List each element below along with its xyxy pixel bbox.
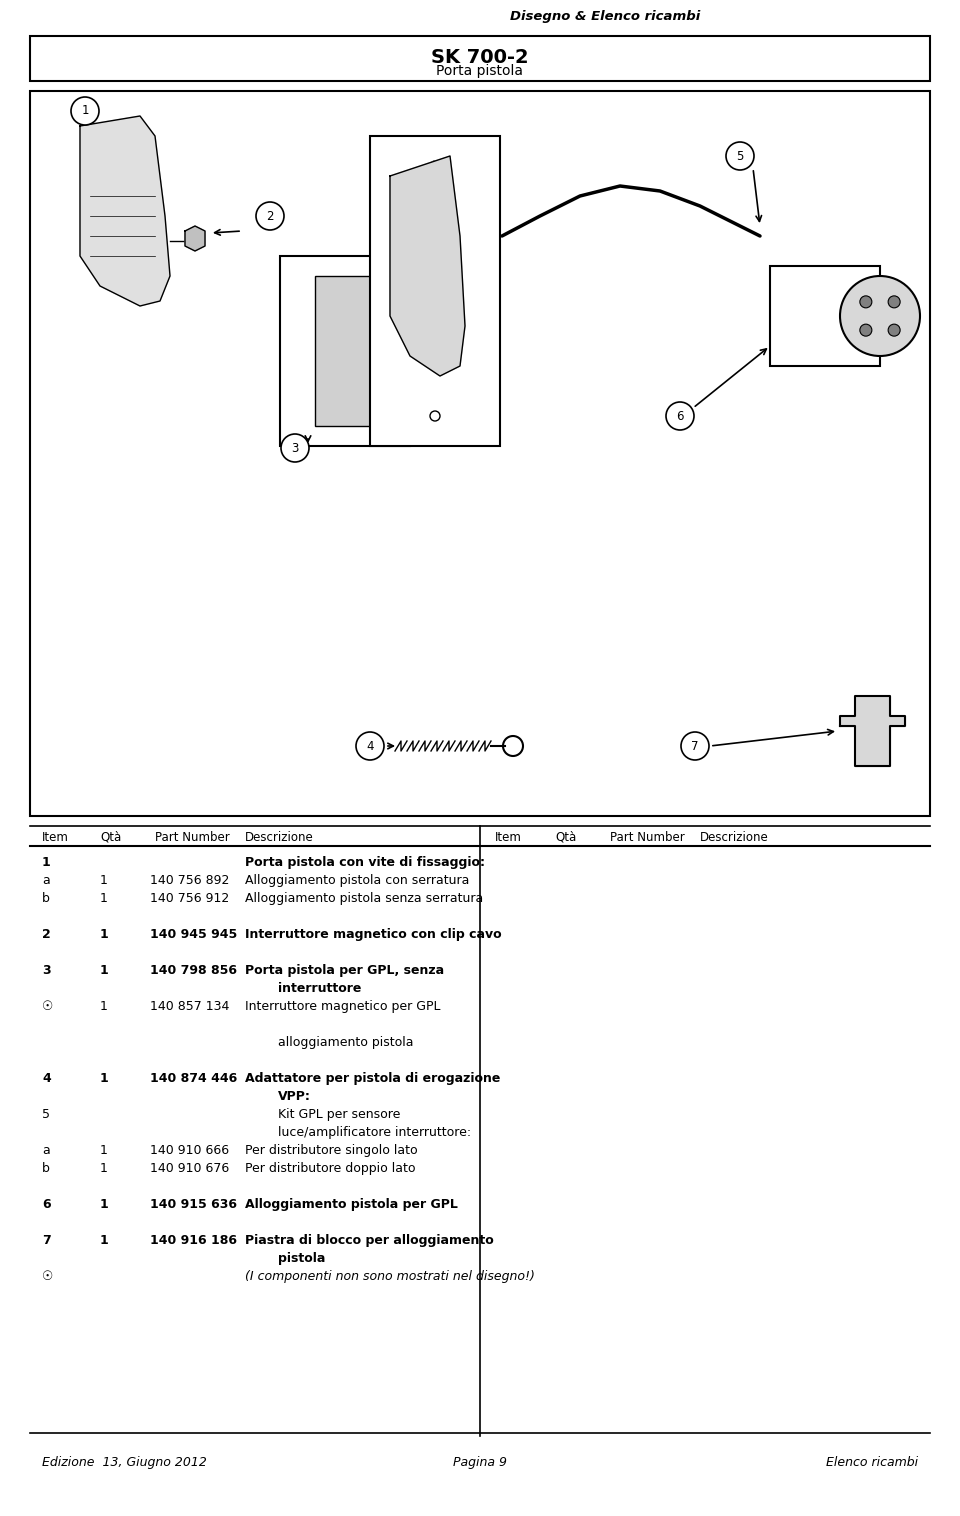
Text: 1: 1 (100, 1072, 108, 1085)
Text: ☉: ☉ (42, 1001, 53, 1013)
Text: Porta pistola con vite di fissaggio:: Porta pistola con vite di fissaggio: (245, 857, 485, 869)
Text: Qtà: Qtà (555, 831, 576, 844)
Bar (770, 265, 880, 365)
Polygon shape (390, 156, 465, 376)
Text: Interruttore magnetico con clip cavo: Interruttore magnetico con clip cavo (245, 928, 502, 941)
Text: 3: 3 (42, 964, 51, 976)
Text: 3: 3 (291, 441, 299, 455)
Text: 5: 5 (736, 150, 744, 162)
Circle shape (888, 296, 900, 308)
Text: 6: 6 (42, 1198, 51, 1211)
Text: 140 916 186: 140 916 186 (150, 1234, 237, 1248)
Text: Alloggiamento pistola per GPL: Alloggiamento pistola per GPL (245, 1198, 458, 1211)
Text: Qtà: Qtà (100, 831, 121, 844)
Text: SK 700-2: SK 700-2 (431, 49, 529, 67)
Text: Per distributore doppio lato: Per distributore doppio lato (245, 1161, 416, 1175)
Text: Edizione  13, Giugno 2012: Edizione 13, Giugno 2012 (42, 1455, 206, 1469)
Circle shape (860, 296, 872, 308)
Text: 1: 1 (100, 1198, 108, 1211)
Text: (I componenti non sono mostrati nel disegno!): (I componenti non sono mostrati nel dise… (245, 1270, 535, 1283)
Text: Piastra di blocco per alloggiamento: Piastra di blocco per alloggiamento (245, 1234, 493, 1248)
Text: b: b (42, 1161, 50, 1175)
Text: Per distributore singolo lato: Per distributore singolo lato (245, 1145, 418, 1157)
Text: 1: 1 (100, 1001, 108, 1013)
Text: 140 910 676: 140 910 676 (150, 1161, 229, 1175)
Text: interruttore: interruttore (278, 982, 361, 994)
Text: 1: 1 (100, 891, 108, 905)
Text: 1: 1 (100, 1145, 108, 1157)
Bar (315, 276, 375, 426)
Text: 140 798 856: 140 798 856 (150, 964, 237, 976)
Text: 140 857 134: 140 857 134 (150, 1001, 229, 1013)
Circle shape (256, 202, 284, 230)
Text: Part Number: Part Number (155, 831, 229, 844)
Circle shape (281, 434, 309, 462)
Text: 1: 1 (100, 1161, 108, 1175)
Text: 1: 1 (82, 105, 88, 118)
Text: 5: 5 (42, 1108, 50, 1120)
Text: Item: Item (42, 831, 69, 844)
Text: Porta pistola per GPL, senza: Porta pistola per GPL, senza (245, 964, 444, 976)
Text: 4: 4 (42, 1072, 51, 1085)
Bar (280, 256, 410, 446)
Polygon shape (80, 117, 170, 306)
Text: 140 756 892: 140 756 892 (150, 875, 229, 887)
Circle shape (71, 97, 99, 124)
Text: 4: 4 (367, 740, 373, 752)
Text: 140 756 912: 140 756 912 (150, 891, 229, 905)
Text: 1: 1 (100, 964, 108, 976)
Text: 7: 7 (42, 1234, 51, 1248)
Bar (30, 36, 930, 80)
Text: Part Number: Part Number (610, 831, 684, 844)
Text: alloggiamento pistola: alloggiamento pistola (278, 1035, 414, 1049)
Text: Porta pistola: Porta pistola (437, 64, 523, 77)
Text: Descrizione: Descrizione (700, 831, 769, 844)
Text: 1: 1 (100, 1234, 108, 1248)
Text: b: b (42, 891, 50, 905)
Bar (30, 91, 930, 816)
Text: luce/amplificatore interruttore:: luce/amplificatore interruttore: (278, 1126, 471, 1139)
Text: Disegno & Elenco ricambi: Disegno & Elenco ricambi (510, 11, 700, 23)
Circle shape (860, 324, 872, 337)
Text: Alloggiamento pistola senza serratura: Alloggiamento pistola senza serratura (245, 891, 483, 905)
Text: a: a (42, 1145, 50, 1157)
Text: 1: 1 (100, 875, 108, 887)
Text: pistola: pistola (278, 1252, 325, 1264)
Text: 2: 2 (266, 209, 274, 223)
Circle shape (840, 276, 920, 356)
Text: VPP:: VPP: (278, 1090, 311, 1104)
Text: 2: 2 (42, 928, 51, 941)
Circle shape (888, 324, 900, 337)
Circle shape (666, 402, 694, 431)
Text: Alloggiamento pistola con serratura: Alloggiamento pistola con serratura (245, 875, 469, 887)
Text: ☉: ☉ (42, 1270, 53, 1283)
Text: Pagina 9: Pagina 9 (453, 1455, 507, 1469)
Text: 7: 7 (691, 740, 699, 752)
Text: a: a (42, 875, 50, 887)
Circle shape (681, 732, 709, 760)
Text: Descrizione: Descrizione (245, 831, 314, 844)
Circle shape (726, 143, 754, 170)
Text: Item: Item (495, 831, 522, 844)
Text: Adattatore per pistola di erogazione: Adattatore per pistola di erogazione (245, 1072, 500, 1085)
Text: 6: 6 (676, 409, 684, 423)
Bar (860, 700, 885, 722)
Polygon shape (185, 226, 205, 252)
Text: Interruttore magnetico per GPL: Interruttore magnetico per GPL (245, 1001, 441, 1013)
Polygon shape (840, 696, 905, 766)
Text: 1: 1 (42, 857, 51, 869)
Bar (370, 136, 500, 446)
Text: 140 945 945: 140 945 945 (150, 928, 237, 941)
Text: Elenco ricambi: Elenco ricambi (826, 1455, 918, 1469)
Text: 140 874 446: 140 874 446 (150, 1072, 237, 1085)
Text: 140 910 666: 140 910 666 (150, 1145, 229, 1157)
Text: 1: 1 (100, 928, 108, 941)
Text: Kit GPL per sensore: Kit GPL per sensore (278, 1108, 400, 1120)
Circle shape (356, 732, 384, 760)
Text: 140 915 636: 140 915 636 (150, 1198, 237, 1211)
